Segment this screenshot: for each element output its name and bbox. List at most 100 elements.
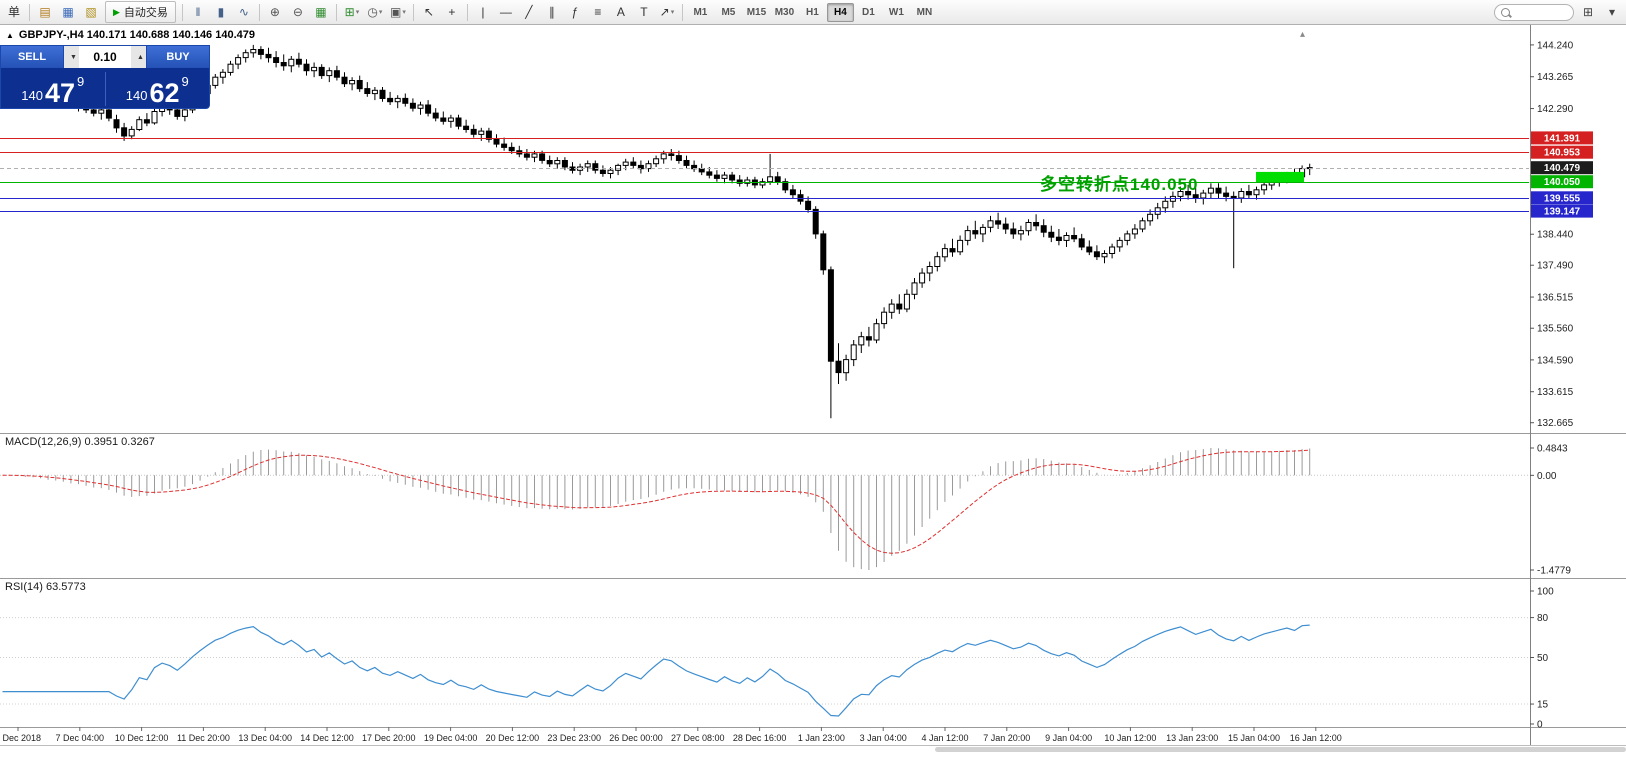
svg-text:137.490: 137.490 (1537, 261, 1574, 272)
svg-text:10 Dec 12:00: 10 Dec 12:00 (115, 733, 169, 743)
timeframe-m5[interactable]: M5 (721, 6, 736, 18)
bottom-strip (0, 745, 1626, 779)
svg-text:141.391: 141.391 (1544, 133, 1581, 144)
bar-chart-icon[interactable]: ‖ (195, 5, 201, 19)
time-axis[interactable]: 5 Dec 2018 7 Dec 04:00 10 Dec 12:00 11 Dec … (0, 727, 1342, 743)
toolbar-right-group: ⊞ ▾ (1494, 2, 1623, 22)
timeframe-d1[interactable]: D1 (862, 6, 875, 18)
svg-text:19 Dec 04:00: 19 Dec 04:00 (424, 733, 478, 743)
indicators-icon[interactable]: ⊞ ▾ (344, 5, 360, 19)
chart-canvas[interactable]: 144.240 143.265 142.290 138.440 137.490 136.5… (0, 25, 1626, 745)
text-label-icon[interactable]: T (640, 5, 648, 19)
shapes-icon[interactable]: ≡ (594, 5, 602, 19)
rsi-line (2, 624, 1310, 717)
buy-button[interactable]: BUY (147, 46, 209, 68)
tile-windows-icon[interactable]: ▦ (315, 5, 327, 19)
vertical-line-icon[interactable]: | (481, 5, 485, 19)
rsi-label: RSI(14) 63.5773 (5, 581, 86, 593)
autotrading-label: 自动交易 (123, 7, 168, 19)
zoom-in-icon[interactable]: ⊕ (269, 5, 280, 19)
svg-text:16 Jan 12:00: 16 Jan 12:00 (1290, 733, 1342, 743)
autotrading-button[interactable]: ▶ 自动交易 (105, 1, 176, 23)
arrows-icon[interactable]: ↗ ▾ (659, 5, 675, 19)
macd-label: MACD(12,26,9) 0.3951 0.3267 (5, 436, 155, 448)
svg-text:-1.4779: -1.4779 (1537, 566, 1571, 577)
svg-text:136.515: 136.515 (1537, 293, 1574, 304)
toolbar-separator (181, 3, 183, 21)
timeframe-m1[interactable]: M1 (693, 6, 708, 18)
navigator-icon[interactable]: ▧ (85, 5, 97, 19)
svg-text:138.440: 138.440 (1537, 230, 1574, 241)
svg-text:7 Jan 20:00: 7 Jan 20:00 (983, 733, 1030, 743)
toolbar-options-icon[interactable]: ▾ (1608, 5, 1616, 19)
candlestick-chart-icon[interactable]: ▮ (217, 5, 225, 19)
svg-text:1 Jan 23:00: 1 Jan 23:00 (798, 733, 845, 743)
text-icon[interactable]: A (616, 5, 625, 19)
svg-text:11 Dec 20:00: 11 Dec 20:00 (177, 733, 230, 743)
one-click-collapse-arrow[interactable]: ▲ (6, 30, 14, 40)
timeframe-m15[interactable]: M15 (746, 6, 767, 18)
svg-text:13 Dec 04:00: 13 Dec 04:00 (238, 733, 292, 743)
lot-size-input[interactable] (79, 46, 131, 68)
toolbar-separator (466, 3, 468, 21)
lot-decrease-button[interactable]: ▼ (64, 46, 79, 68)
chart-shift-marker[interactable]: ▴ (1300, 29, 1306, 40)
svg-text:0: 0 (1537, 720, 1543, 731)
sell-price-sup: 9 (77, 74, 85, 89)
timeframe-w1[interactable]: W1 (888, 6, 904, 18)
svg-text:20 Dec 12:00: 20 Dec 12:00 (486, 733, 540, 743)
timeframe-m30[interactable]: M30 (774, 6, 795, 18)
cursor-icon[interactable]: ↖ (423, 5, 434, 19)
add-chart-icon[interactable]: ⊞ (1582, 5, 1594, 19)
svg-text:14 Dec 12:00: 14 Dec 12:00 (300, 733, 354, 743)
svg-text:4 Jan 12:00: 4 Jan 12:00 (921, 733, 968, 743)
search-input[interactable] (1514, 5, 1568, 19)
zoom-out-icon[interactable]: ⊖ (292, 5, 303, 19)
svg-text:80: 80 (1537, 613, 1549, 624)
svg-text:15: 15 (1537, 700, 1549, 711)
trendline-icon[interactable]: ╱ (525, 5, 533, 19)
channel-icon[interactable]: ∥ (548, 5, 555, 19)
svg-text:13 Jan 23:00: 13 Jan 23:00 (1166, 733, 1218, 743)
svg-text:26 Dec 00:00: 26 Dec 00:00 (609, 733, 663, 743)
svg-text:132.665: 132.665 (1537, 418, 1574, 429)
buy-price-prefix: 140 (125, 88, 148, 103)
svg-text:139.147: 139.147 (1544, 207, 1581, 218)
buy-price-button[interactable]: 140 62 9 (106, 68, 210, 108)
timeframe-h1[interactable]: H1 (806, 6, 819, 18)
svg-text:143.265: 143.265 (1537, 72, 1574, 83)
sell-button[interactable]: SELL (1, 46, 63, 68)
fibonacci-icon[interactable]: ƒ (571, 5, 579, 19)
horizontal-scrollbar[interactable] (935, 747, 1626, 752)
chart-window[interactable]: 144.240 143.265 142.290 138.440 137.490 136.5… (0, 25, 1626, 745)
highlight-rect[interactable] (1256, 171, 1304, 183)
svg-text:144.240: 144.240 (1537, 40, 1574, 51)
price-badge (1531, 204, 1593, 218)
price-scale[interactable]: 144.240 143.265 142.290 138.440 137.490 136.5… (1530, 40, 1593, 731)
annotation-text[interactable]: 多空转折点140.050 (1040, 175, 1199, 194)
svg-text:140.479: 140.479 (1544, 163, 1581, 174)
svg-text:135.560: 135.560 (1537, 324, 1574, 335)
sell-price-button[interactable]: 140 47 9 (1, 68, 105, 108)
toolbar-search[interactable] (1494, 3, 1574, 21)
svg-text:139.555: 139.555 (1544, 193, 1581, 204)
crosshair-icon[interactable]: + (448, 5, 456, 19)
svg-text:5 Dec 2018: 5 Dec 2018 (0, 733, 41, 743)
price-badge (1531, 145, 1593, 159)
new-order-button[interactable]: 单 (7, 5, 20, 19)
periods-icon[interactable]: ◷ ▾ (367, 5, 383, 19)
price-badge (1531, 191, 1593, 205)
trade-panel-controls: SELL ▼ ▲ BUY (1, 46, 209, 68)
templates-icon[interactable]: ▣ ▾ (389, 5, 406, 19)
timeframe-h4[interactable]: H4 (826, 2, 854, 22)
horizontal-line-icon[interactable]: — (499, 5, 512, 19)
price-badge (1531, 161, 1593, 175)
timeframe-mn[interactable]: MN (916, 6, 933, 18)
level-lines[interactable] (0, 138, 1529, 212)
market-watch-icon[interactable]: ▤ (39, 5, 51, 19)
line-chart-icon[interactable]: ∿ (238, 5, 249, 19)
svg-text:142.290: 142.290 (1537, 104, 1574, 115)
data-window-icon[interactable]: ▦ (62, 5, 74, 19)
lot-increase-button[interactable]: ▲ (131, 46, 146, 68)
